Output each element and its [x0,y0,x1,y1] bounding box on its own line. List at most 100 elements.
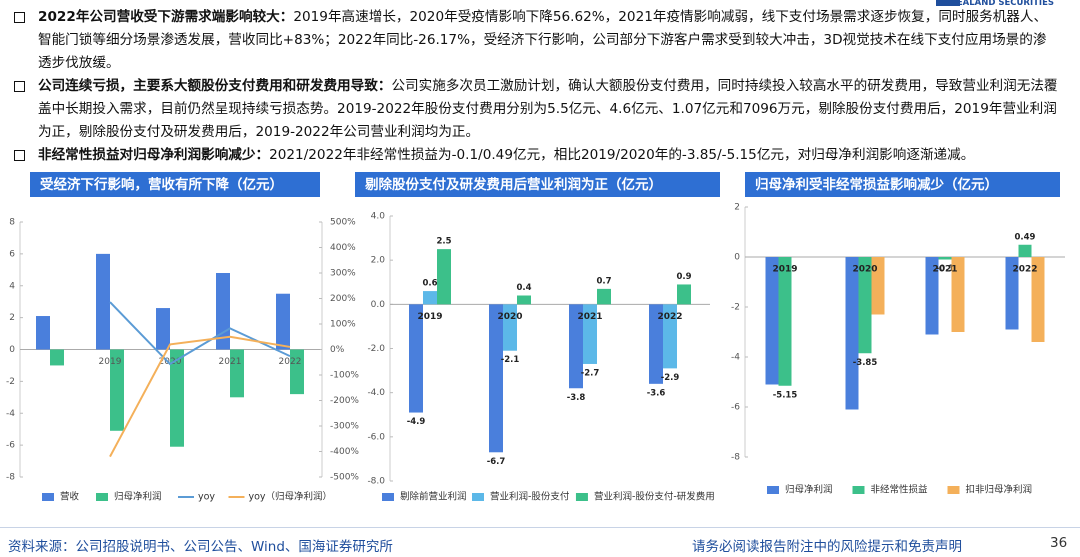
x-tick-label: 2019 [99,357,122,367]
y-tick-label: 0 [734,253,740,263]
bar [517,295,531,305]
x-tick-label: 2021 [219,357,242,367]
y-tick-label: -8 [731,453,740,463]
y-tick-label: 2.0 [371,256,386,266]
legend-marker [767,486,779,494]
legend-marker [575,493,588,501]
bar [423,291,437,305]
bar [1005,257,1019,330]
bullet-text: 公司实施多次员工激励计划，确认大额股份支付费用，同时持续投入较高水平的研发费用，… [38,78,1058,140]
footer: 资料来源：公司招股说明书、公司公告、Wind、国海证券研究所 请务必阅读报告附注… [0,527,1080,557]
legend-marker [42,493,54,501]
data-label: 0.4 [516,283,531,293]
bar [170,349,184,447]
bar [409,304,423,413]
legend-marker [96,493,108,501]
bar [1018,244,1032,257]
title-banner [745,172,1060,197]
x-tick-label: 2021 [932,265,957,275]
legend-label: 营业利润-股份支付 [490,491,570,503]
bullet: 非经常性损益对归母净利润影响减少：2021/2022年非经常性损益为-0.1/0… [0,144,1060,167]
bar [845,257,859,410]
data-label: 0.49 [1015,232,1036,242]
logo-mark [936,0,960,6]
data-label: -3.85 [853,358,878,368]
bar [230,349,244,398]
y-tick-label: 4 [9,281,15,291]
bar [765,257,779,385]
y-tick-label: -4 [6,409,15,419]
x-tick-label: 2020 [497,312,522,322]
y-tick-label: 0 [9,345,15,355]
source: 资料来源：公司招股说明书、公司公告、Wind、国海证券研究所 [8,539,393,555]
bar [1031,257,1045,342]
x-tick-label: 2022 [1012,265,1037,275]
bullet-text: 2019年高速增长，2020年受疫情影响下降56.62%，2021年疫情影响减弱… [38,9,1048,71]
x-tick-label: 2020 [159,357,182,367]
y-tick-label: 100% [330,320,356,330]
data-label: 0.6 [422,279,437,289]
y-tick-label: -300% [330,422,359,432]
bar [36,316,50,350]
x-tick-label: 2020 [852,265,877,275]
y-tick-label: -6 [6,441,15,451]
y-tick-label: 4.0 [371,212,386,222]
data-label: -2.9 [661,373,680,383]
line [109,335,291,458]
chart-title: 受经济下行影响，营收有所下降（亿元） [40,176,283,193]
bullet-heading: 非经常性损益对归母净利润影响减少： [38,147,270,163]
bar [96,253,110,350]
legend-label: 剔除前营业利润 [400,491,467,503]
bar [858,257,872,354]
bar [290,349,304,395]
bar [569,304,583,389]
bar [871,257,885,315]
bar [925,257,939,335]
y-tick-label: -100% [330,371,359,381]
y-tick-label: -8.0 [367,477,385,487]
data-label: 0.9 [676,272,691,282]
legend-label: 非经常性损益 [871,484,929,496]
bar [276,293,290,350]
data-label: -3.6 [647,388,666,398]
disclaimer: 请务必阅读报告附注中的风险提示和免责声明 [692,539,962,555]
bar [778,257,792,386]
bar [583,304,597,364]
data-label: -6.7 [487,457,506,467]
bullet-heading: 2022年公司营收受下游需求端影响较大： [38,9,294,25]
data-label: -2.7 [581,368,600,378]
bullet: 公司连续亏损，主要系大额股份支付费用和研发费用导致：公司实施多次员工激励计划，确… [0,75,1060,144]
y-tick-label: -2.0 [367,344,385,354]
chart-title: 归母净利受非经常损益影响减少（亿元） [755,176,998,193]
bar [50,349,64,366]
bar [437,249,451,305]
legend-marker [472,493,484,501]
chart-title: 剔除股份支付及研发费用后营业利润为正（亿元） [364,176,662,193]
y-tick-label: -200% [330,396,359,406]
bar [156,308,170,350]
bar [663,304,677,369]
x-tick-label: 2019 [772,265,797,275]
bar [489,304,503,453]
y-tick-label: -4 [731,353,740,363]
y-tick-label: 0% [330,345,345,355]
y-tick-label: 200% [330,294,356,304]
y-tick-label: 0.0 [371,300,386,310]
y-tick-label: -6 [731,403,740,413]
bullet: 2022年公司营收受下游需求端影响较大：2019年高速增长，2020年受疫情影响… [0,6,1060,75]
data-label: -2.1 [501,355,520,365]
y-tick-label: 8 [9,218,15,228]
bar [597,288,611,305]
y-tick-label: -500% [330,473,359,483]
bar [110,349,124,431]
y-tick-label: 400% [330,243,356,253]
legend-label: yoy [198,492,215,503]
line [109,301,291,366]
legend-label: yoy（归母净利润） [249,491,333,503]
logo-text: SEALAND SECURITIES [950,0,1054,8]
bar [503,304,517,351]
y-tick-label: -2 [731,303,740,313]
data-label: 2.5 [436,237,451,247]
legend-label: 营收 [60,491,80,503]
